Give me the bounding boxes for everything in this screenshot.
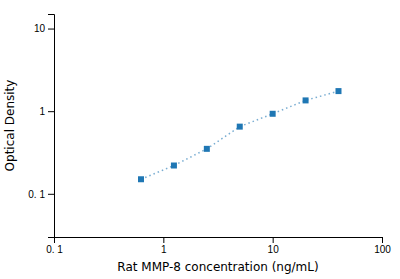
tick-label: 1 [39,106,45,117]
tick: 0. 1 [28,188,54,199]
point [171,163,177,169]
line [141,91,338,179]
point [237,124,243,130]
x-axis-title: Rat MMP-8 concentration (ng/mL) [117,260,318,274]
tick: 10 [268,237,280,255]
tick-mark [48,111,54,112]
tick-mark [48,194,54,195]
tick: 1 [161,237,167,255]
tick-mark [48,29,54,30]
x-axis-line [55,238,383,244]
y-axis: 0. 1 1 10 [28,15,54,238]
tick-label: 0. 1 [28,188,45,199]
tick-label: 10 [268,244,280,255]
y-axis-line [48,15,55,238]
tick: 100 [374,237,391,255]
point [204,146,210,152]
plot-area: 0. 1 1 10 100 0. 1 1 10 [28,15,391,256]
point [335,88,341,94]
point [270,111,276,117]
marks [138,88,341,182]
tick-label: 0. 1 [46,244,63,255]
tick: 0. 1 [46,237,63,255]
point [303,97,309,103]
tick-label: 1 [161,244,167,255]
tick: 1 [39,106,54,117]
tick-mark [273,237,274,243]
chart: 0. 1 1 10 100 0. 1 1 10 Rat MMP-8 concentration… [0,0,400,279]
tick-label: 100 [374,244,391,255]
x-axis: 0. 1 1 10 100 [46,237,391,255]
point [138,176,144,182]
tick-mark [382,237,383,243]
tick-label: 10 [34,23,46,34]
tick: 10 [34,23,54,34]
y-axis-title: Optical Density [3,80,17,172]
tick-mark [163,237,164,243]
